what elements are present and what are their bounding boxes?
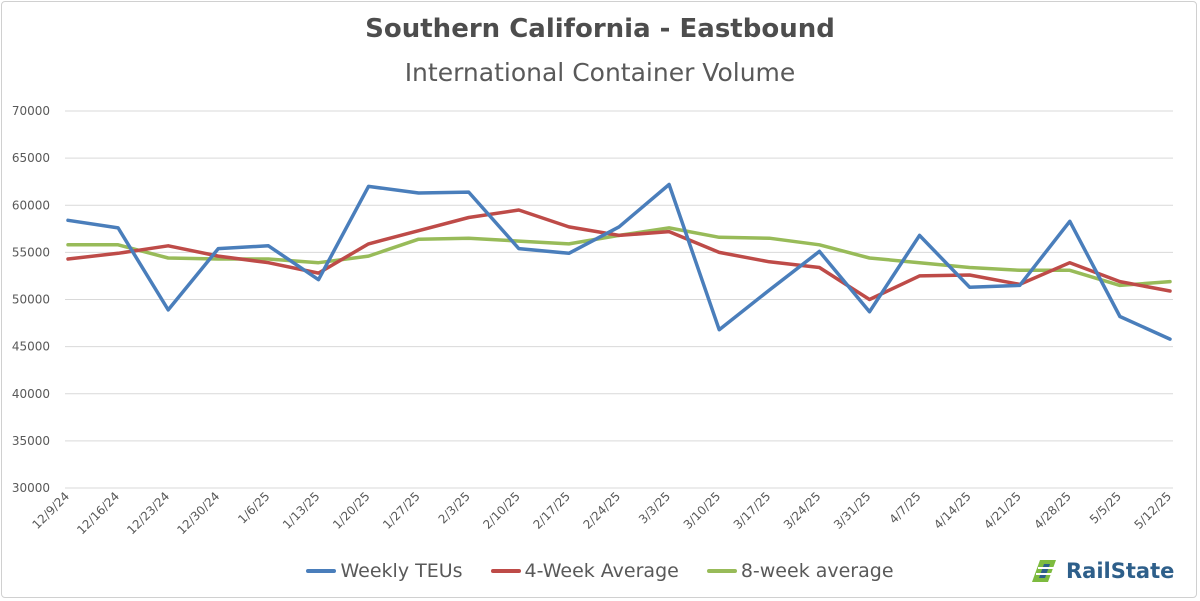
x-tick-label: 3/24/25 [781, 489, 824, 532]
legend-label: 4-Week Average [524, 560, 679, 582]
x-tick-label: 1/27/25 [380, 489, 423, 532]
x-tick-label: 4/28/25 [1031, 489, 1074, 532]
x-tick-label: 4/14/25 [931, 489, 974, 532]
series-lines [66, 182, 1172, 341]
legend-swatch [490, 569, 521, 573]
y-tick-label: 45000 [12, 340, 50, 354]
legend-swatch [706, 569, 737, 573]
legend-item-2: 8-week average [706, 560, 894, 582]
x-tick-label: 2/3/25 [436, 489, 473, 526]
series-line-1 [66, 208, 1172, 302]
x-tick-label: 1/13/25 [280, 489, 323, 532]
y-tick-label: 35000 [12, 434, 50, 448]
x-tick-label: 1/20/25 [330, 489, 373, 532]
legend-item-0: Weekly TEUs [306, 560, 463, 582]
x-tick-label: 12/16/24 [74, 489, 122, 537]
legend: Weekly TEUs 4-Week Average 8-week averag… [0, 560, 1200, 582]
legend-swatch [306, 569, 337, 573]
y-tick-label: 50000 [12, 293, 50, 307]
x-tick-label: 2/10/25 [480, 489, 523, 532]
x-tick-label: 3/10/25 [681, 489, 724, 532]
x-tick-label: 3/3/25 [636, 489, 673, 526]
x-tick-label: 4/21/25 [981, 489, 1024, 532]
chart-subtitle: International Container Volume [404, 58, 796, 87]
chart-title: Southern California - Eastbound [365, 14, 835, 44]
gridlines [65, 110, 1173, 489]
x-tick-label: 2/17/25 [530, 489, 573, 532]
legend-label: Weekly TEUs [340, 560, 463, 582]
y-tick-label: 40000 [12, 387, 50, 401]
y-axis-ticks: 30000 35000 40000 45000 50000 55000 60000 65000… [12, 104, 50, 495]
legend-item-1: 4-Week Average [490, 560, 679, 582]
x-tick-label: 4/7/25 [886, 489, 923, 526]
railstate-logo: RailState [1030, 556, 1174, 586]
railstate-logo-icon [1032, 560, 1056, 582]
logo-text: RailState [1066, 559, 1175, 583]
x-axis-ticks: 12/9/24 12/16/24 12/23/24 12/30/24 1/6/25 1/1… [30, 489, 1175, 537]
y-tick-label: 60000 [12, 198, 50, 212]
x-tick-label: 5/12/25 [1132, 489, 1175, 532]
series-line-0 [66, 182, 1172, 341]
x-tick-label: 12/23/24 [124, 489, 172, 537]
y-tick-label: 65000 [12, 151, 50, 165]
x-tick-label: 5/5/25 [1087, 489, 1124, 526]
x-tick-label: 1/6/25 [235, 489, 272, 526]
y-tick-label: 30000 [12, 481, 50, 495]
y-tick-label: 55000 [12, 245, 50, 259]
x-tick-label: 3/31/25 [831, 489, 874, 532]
legend-label: 8-week average [740, 560, 894, 582]
x-tick-label: 3/17/25 [731, 489, 774, 532]
x-tick-label: 2/24/25 [581, 489, 624, 532]
x-tick-label: 12/30/24 [174, 489, 222, 537]
y-tick-label: 70000 [12, 104, 50, 118]
x-tick-label: 12/9/24 [30, 489, 73, 532]
